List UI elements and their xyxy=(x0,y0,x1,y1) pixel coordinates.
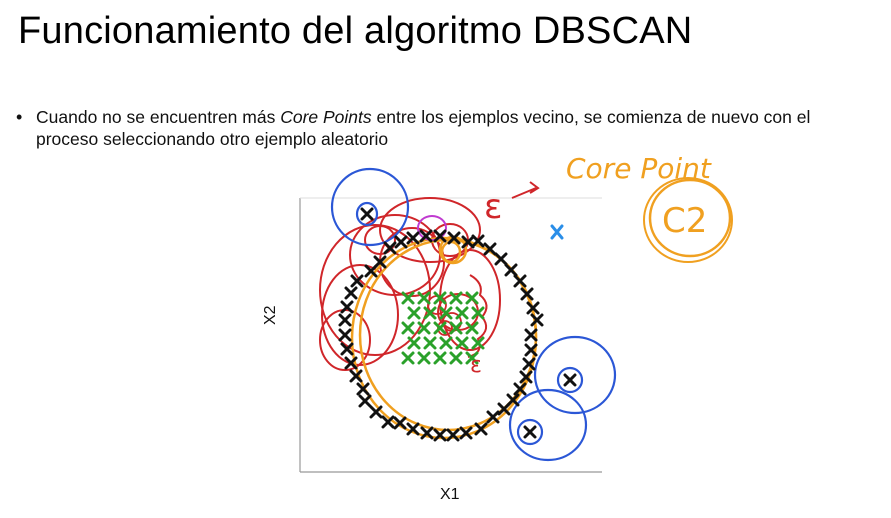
black-point xyxy=(344,286,358,300)
green-point xyxy=(401,321,415,335)
black-point xyxy=(474,422,488,436)
black-point xyxy=(393,416,407,430)
green-point xyxy=(423,306,437,320)
black-point xyxy=(420,426,434,440)
red-epsilon-circles xyxy=(319,197,501,371)
black-point xyxy=(513,274,527,288)
black-point xyxy=(419,229,433,243)
green-point xyxy=(401,291,415,305)
noise-point xyxy=(360,207,374,221)
green-points xyxy=(401,291,485,365)
green-point xyxy=(471,306,485,320)
black-point xyxy=(433,229,447,243)
black-point xyxy=(461,235,475,249)
green-point xyxy=(417,321,431,335)
black-point xyxy=(483,242,497,256)
black-point xyxy=(358,394,372,408)
black-point xyxy=(446,428,460,442)
blue-noise-circles xyxy=(330,167,617,462)
y-axis-label: X2 xyxy=(262,305,279,325)
black-point xyxy=(520,287,534,301)
black-point xyxy=(394,235,408,249)
green-point xyxy=(433,321,447,335)
black-point xyxy=(526,301,540,315)
black-point xyxy=(338,313,352,327)
black-point xyxy=(524,328,538,342)
green-point xyxy=(465,291,479,305)
black-point xyxy=(381,415,395,429)
black-point xyxy=(350,274,364,288)
green-point xyxy=(433,351,447,365)
black-point xyxy=(530,313,544,327)
green-point xyxy=(439,336,453,350)
green-point xyxy=(417,351,431,365)
c2-label: C2 xyxy=(662,201,707,241)
black-point xyxy=(373,255,387,269)
c2-circle xyxy=(648,178,732,258)
green-point xyxy=(433,291,447,305)
green-point xyxy=(401,351,415,365)
noise-point xyxy=(523,425,537,439)
black-point xyxy=(344,356,358,370)
green-point xyxy=(455,336,469,350)
slide-title: Funcionamiento del algoritmo DBSCAN xyxy=(18,10,693,52)
black-point xyxy=(513,382,527,396)
green-point xyxy=(465,351,479,365)
black-point xyxy=(459,426,473,440)
black-points xyxy=(338,207,577,442)
c2-circle-outer xyxy=(643,177,733,263)
black-point xyxy=(497,402,511,416)
green-point xyxy=(449,291,463,305)
black-point xyxy=(486,410,500,424)
green-point xyxy=(449,321,463,335)
green-point xyxy=(471,336,485,350)
green-point xyxy=(465,321,479,335)
black-point xyxy=(471,234,485,248)
green-point xyxy=(449,351,463,365)
bullet-item: • Cuando no se encuentren más Core Point… xyxy=(16,106,876,150)
black-point xyxy=(519,370,533,384)
small-epsilon-label: ε xyxy=(470,353,482,378)
bullet-dot-icon: • xyxy=(16,107,23,127)
green-point xyxy=(423,336,437,350)
black-point xyxy=(406,231,420,245)
black-point xyxy=(369,405,383,419)
green-point xyxy=(407,336,421,350)
green-point xyxy=(407,306,421,320)
black-point xyxy=(522,357,536,371)
black-point xyxy=(383,241,397,255)
black-point xyxy=(340,300,354,314)
epsilon-label: ε xyxy=(484,187,502,227)
black-point xyxy=(494,252,508,266)
black-point xyxy=(447,231,461,245)
green-point xyxy=(417,291,431,305)
noise-point xyxy=(563,373,577,387)
black-point xyxy=(524,343,538,357)
epsilon-arrow-icon xyxy=(511,181,540,199)
green-point xyxy=(439,306,453,320)
bullet-text: Cuando no se encuentren más Core Points … xyxy=(36,107,811,149)
blue-point xyxy=(550,224,564,240)
bullet-emphasis: Core Points xyxy=(280,107,372,127)
black-point xyxy=(338,328,352,342)
black-point xyxy=(349,369,363,383)
black-point xyxy=(356,382,370,396)
black-point xyxy=(433,428,447,442)
black-point xyxy=(340,342,354,356)
green-point xyxy=(455,306,469,320)
x-axis-label: X1 xyxy=(440,486,460,503)
black-point xyxy=(406,422,420,436)
black-point xyxy=(504,263,518,277)
